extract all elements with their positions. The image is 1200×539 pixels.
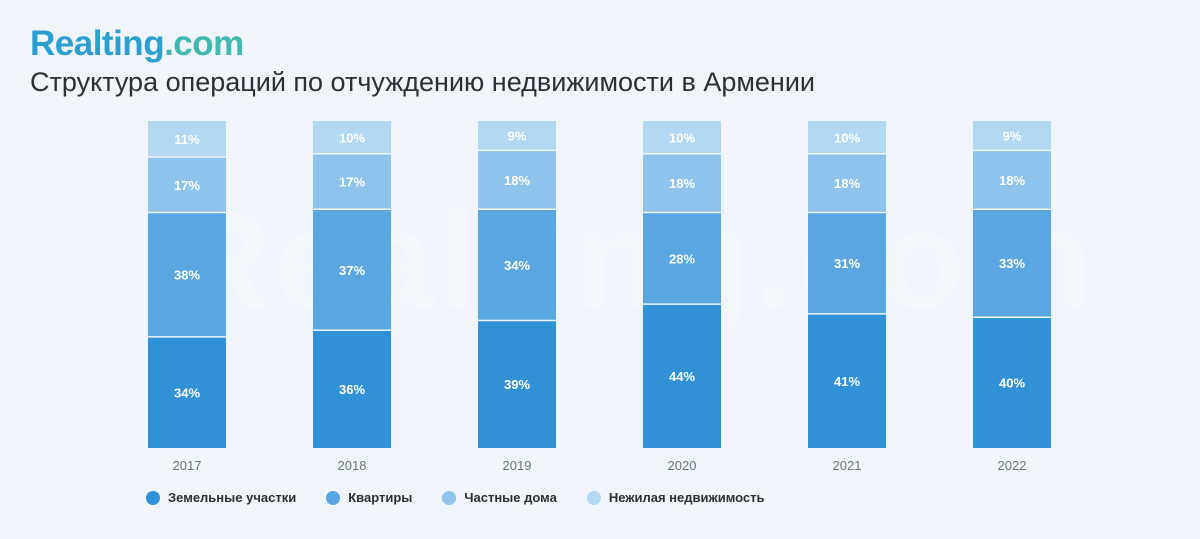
legend-dot-icon (326, 490, 341, 505)
data-label-2020-4: 10% (669, 130, 695, 145)
legend-dot-icon (586, 490, 601, 505)
x-tick-label-2022: 2022 (998, 458, 1027, 473)
data-label-2018-1: 36% (339, 382, 365, 397)
bar-segment-2021-1 (808, 313, 886, 448)
data-label-2019-1: 39% (504, 377, 530, 392)
bar-segment-2021-3 (808, 153, 886, 213)
data-label-2022-4: 9% (1003, 129, 1022, 144)
bar-segment-2018-3 (313, 153, 391, 210)
data-label-2021-4: 10% (834, 130, 860, 145)
bar-segment-2018-2 (313, 209, 391, 331)
bar-segment-2019-1 (478, 320, 556, 448)
bar-segment-2018-4 (313, 121, 391, 154)
data-label-2018-4: 10% (339, 130, 365, 145)
legend-item-3: Частные дома (442, 490, 557, 505)
bar-segment-2020-4 (643, 121, 721, 154)
data-label-2021-2: 31% (834, 256, 860, 271)
bar-segment-2017-3 (148, 156, 226, 213)
data-label-2021-1: 41% (834, 374, 860, 389)
data-label-2018-3: 17% (339, 174, 365, 189)
bar-segment-2020-2 (643, 212, 721, 305)
bar-segment-2017-4 (148, 121, 226, 157)
realting-logo: Realting.com (30, 24, 244, 64)
legend-item-1: Земельные участки (146, 490, 296, 505)
data-label-2019-4: 9% (508, 129, 527, 144)
bar-segment-2019-2 (478, 209, 556, 321)
x-tick-label-2018: 2018 (338, 458, 367, 473)
bar-segment-2020-1 (643, 304, 721, 448)
chart-legend: Земельные участки Квартиры Частные дома Неж… (146, 490, 795, 505)
data-label-2017-2: 38% (174, 268, 200, 283)
bar-segment-2022-1 (973, 317, 1051, 448)
x-tick-label-2020: 2020 (668, 458, 697, 473)
x-tick-label-2019: 2019 (503, 458, 532, 473)
data-label-2019-3: 18% (504, 173, 530, 188)
data-label-2017-3: 17% (174, 178, 200, 193)
bar-segment-2022-2 (973, 209, 1051, 318)
data-label-2022-3: 18% (999, 173, 1025, 188)
logo-main: Realting (30, 24, 165, 63)
bar-segment-2021-2 (808, 212, 886, 314)
legend-label: Земельные участки (168, 490, 297, 505)
data-label-2019-2: 34% (504, 258, 530, 273)
bar-segment-2017-1 (148, 336, 226, 448)
logo-suffix: .com (164, 24, 244, 63)
data-label-2020-1: 44% (669, 369, 695, 384)
bar-segment-2022-4 (973, 121, 1051, 151)
bar-segment-2020-3 (643, 153, 721, 213)
data-label-2021-3: 18% (834, 176, 860, 191)
data-label-2022-1: 40% (999, 376, 1025, 391)
legend-item-4: Нежилая недвижимость (586, 490, 765, 505)
legend-label: Частные дома (464, 490, 557, 505)
data-label-2017-1: 34% (174, 385, 200, 400)
legend-item-2: Квартиры (326, 490, 412, 505)
chart-title: Структура операций по отчуждению недвижи… (30, 67, 815, 97)
data-label-2022-2: 33% (999, 256, 1025, 271)
bar-segment-2019-4 (478, 121, 556, 151)
data-label-2020-2: 28% (669, 251, 695, 266)
data-label-2020-3: 18% (669, 176, 695, 191)
bar-segment-2018-1 (313, 330, 391, 448)
legend-dot-icon (146, 490, 160, 505)
legend-label: Нежилая недвижимость (608, 490, 765, 505)
bar-segment-2019-3 (478, 150, 556, 210)
bar-segment-2021-4 (808, 121, 886, 154)
x-tick-label-2021: 2021 (833, 458, 862, 473)
bar-segment-2017-2 (148, 212, 226, 337)
data-label-2017-4: 11% (174, 132, 200, 147)
x-tick-label-2017: 2017 (173, 458, 202, 473)
legend-label: Квартиры (348, 490, 413, 505)
bar-segment-2022-3 (973, 150, 1051, 210)
data-label-2018-2: 37% (339, 263, 365, 278)
legend-dot-icon (442, 490, 457, 505)
